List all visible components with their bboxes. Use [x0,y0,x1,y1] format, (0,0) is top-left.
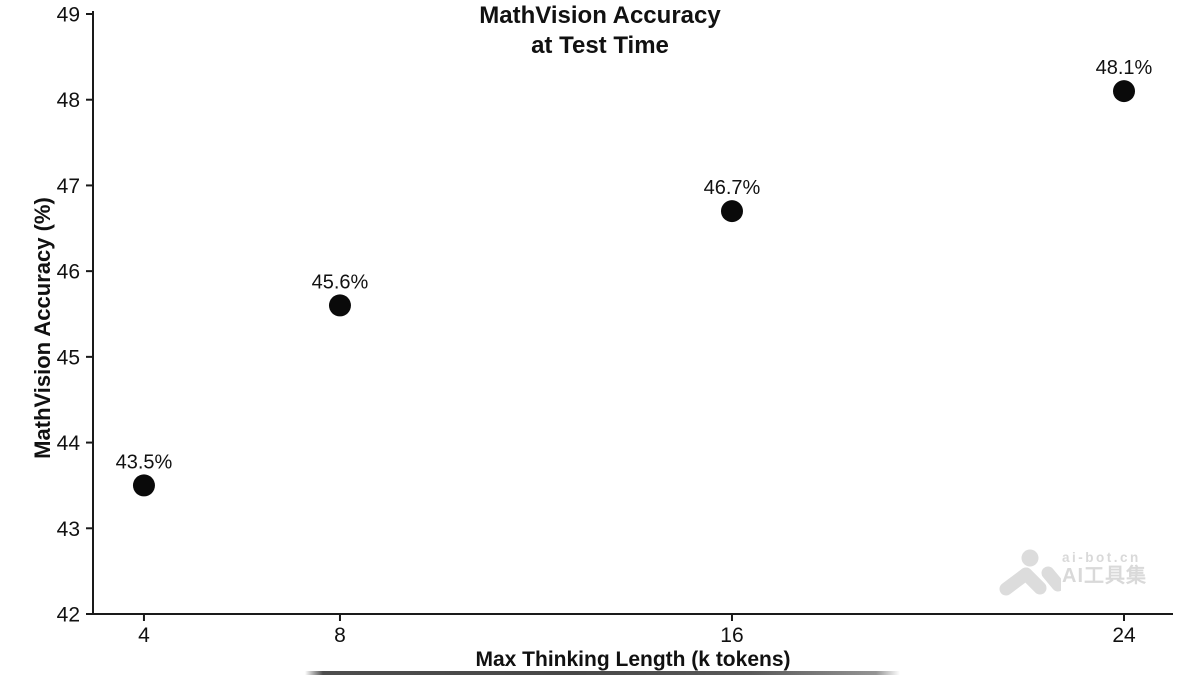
x-tick-label: 24 [1112,624,1136,647]
watermark-name: AI工具集 [1062,565,1147,587]
ai-bot-logo-icon [999,549,1061,596]
y-tick-label: 46 [57,261,80,284]
data-point-label: 46.7% [704,177,761,199]
data-point-label: 45.6% [312,271,369,293]
x-axis-label: Max Thinking Length (k tokens) [475,648,791,671]
y-tick-label: 42 [57,604,80,627]
y-tick-label: 49 [57,4,80,27]
data-point-label: 48.1% [1096,57,1153,79]
bottom-edge-artifact [305,671,900,675]
chart-title: MathVision Accuracy at Test Time [479,2,721,59]
y-tick-label: 48 [57,89,80,112]
watermark: ai-bot.cn AI工具集 [997,548,1177,598]
data-point [1112,80,1135,103]
y-tick-label: 43 [57,518,80,541]
y-axis-label: MathVision Accuracy (%) [30,197,55,459]
data-point [328,294,351,317]
data-point-label: 43.5% [116,451,173,473]
y-tick-label: 47 [57,175,80,198]
x-tick-label: 16 [720,624,743,647]
x-tick-label: 8 [334,624,346,647]
data-point [720,200,743,223]
y-tick-label: 44 [57,432,81,455]
y-tick-label: 45 [57,346,80,369]
watermark-brand: ai-bot.cn [1062,550,1141,565]
x-tick-label: 4 [138,624,150,647]
data-point [132,474,155,497]
watermark-text: ai-bot.cn AI工具集 [1062,550,1147,588]
